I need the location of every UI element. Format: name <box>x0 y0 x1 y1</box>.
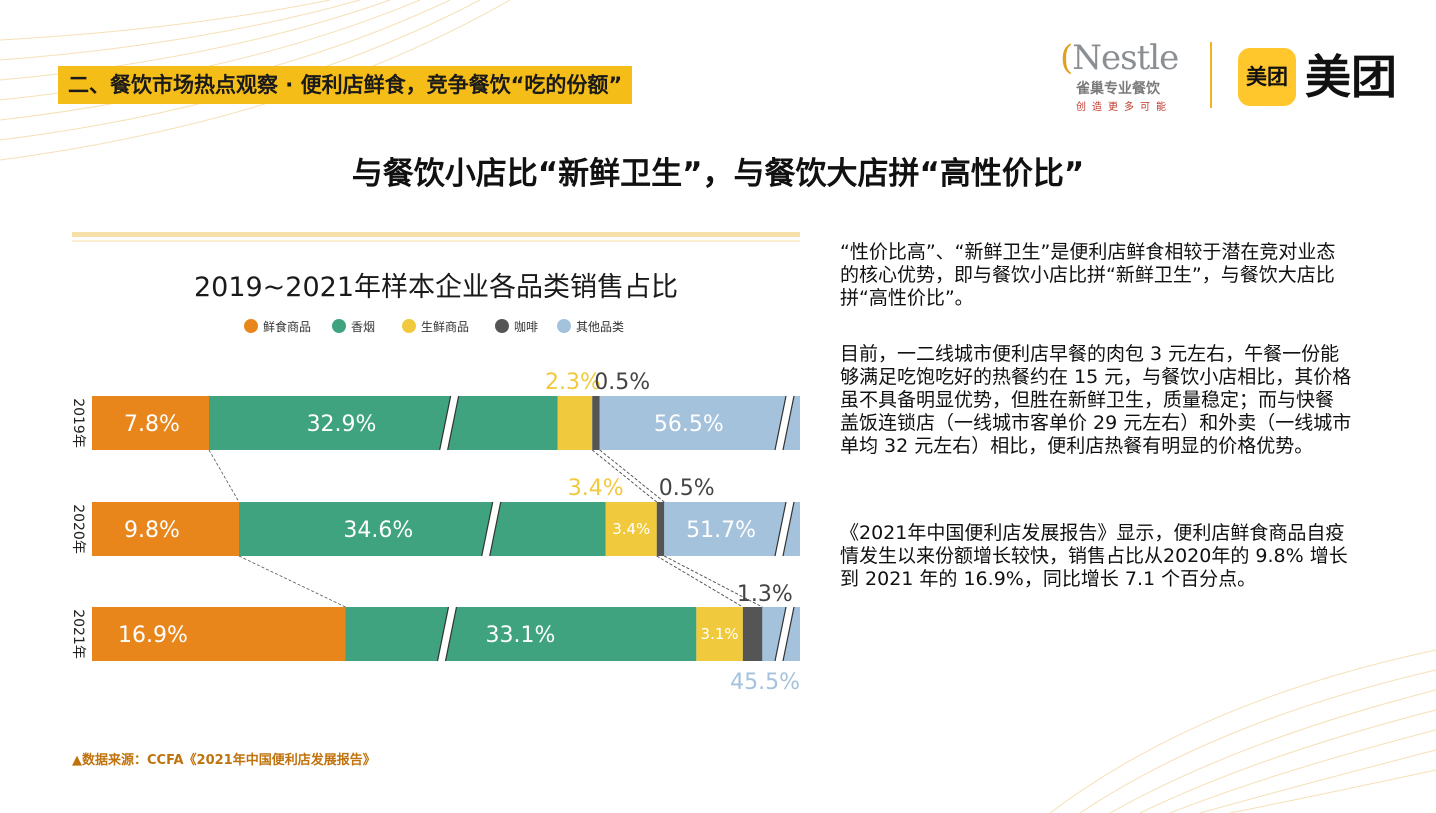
chart-legend: 鲜食商品 香烟 生鲜商品 咖啡 其他品类 <box>244 319 624 334</box>
chart-title: 2019~2021年样本企业各品类销售占比 <box>194 272 678 303</box>
bar-segment <box>742 607 763 661</box>
data-label-fresh-produce: 2.3% <box>545 370 601 395</box>
connector-line <box>656 555 744 608</box>
year-label: 2020年 <box>70 504 86 554</box>
bar-segment <box>92 607 346 661</box>
bar-segment <box>557 396 593 450</box>
connector-line <box>599 449 665 503</box>
axis-break-other <box>775 396 794 450</box>
chart-bars: 2019年 7.8% 32.9% 56.5%2.3%0.5%2020年 9.8% 34.6… <box>70 370 800 695</box>
data-label-fresh-food: 16.9% <box>118 623 188 648</box>
year-label: 2021年 <box>70 609 86 659</box>
logo-group: (Nestle 雀巢专业餐饮 创造更多可能 美团 美团 <box>1060 34 1397 114</box>
connector-line <box>664 555 763 608</box>
connector-line <box>208 449 240 503</box>
data-source-note: ▲数据来源：CCFA《2021年中国便利店发展报告》 <box>72 753 376 768</box>
axis-break-other-edge <box>782 606 795 662</box>
data-label-other: 45.5% <box>730 670 800 695</box>
body-paragraph-1: “性价比高”、“新鲜卫生”是便利店鲜食相较于潜在竞对业态的核心优势，即与餐饮小店… <box>840 241 1336 309</box>
axis-break-other-edge <box>782 501 795 557</box>
logo-divider <box>1210 42 1212 108</box>
bar-segment <box>592 396 600 450</box>
year-label: 2019年 <box>70 398 86 448</box>
legend-swatch <box>332 319 346 333</box>
bar-segment <box>345 607 697 661</box>
data-label-fresh-produce-above: 3.4% <box>568 476 624 501</box>
axis-break-tobacco <box>437 607 457 661</box>
data-label-tobacco: 34.6% <box>343 518 413 543</box>
axis-break-tobacco-edge <box>444 606 458 662</box>
nestle-subtitle: 雀巢专业餐饮 <box>1076 81 1160 97</box>
axis-break-tobacco-edge <box>481 501 494 557</box>
chart-top-rule <box>72 232 800 237</box>
axis-break-tobacco-edge <box>439 395 452 451</box>
axis-break-other-edge <box>774 395 787 451</box>
axis-break-other <box>775 607 794 661</box>
page-title: 与餐饮小店比“新鲜卫生”，与餐饮大店拼“高性价比” <box>351 156 1085 192</box>
meituan-logo-icon: 美团 <box>1238 48 1296 106</box>
data-label-coffee: 0.5% <box>594 370 650 395</box>
data-label-coffee: 0.5% <box>659 476 715 501</box>
bar-segment <box>92 396 209 450</box>
connector-line <box>591 449 658 503</box>
bar-segment <box>696 607 743 661</box>
data-label-fresh-produce: 3.4% <box>612 520 650 538</box>
axis-break-other-edge <box>774 606 787 662</box>
legend-label: 鲜食商品 <box>263 319 311 334</box>
legend-swatch <box>244 319 258 333</box>
bar-segment <box>92 502 239 556</box>
legend-label: 咖啡 <box>514 319 538 334</box>
data-label-tobacco: 33.1% <box>486 623 556 648</box>
legend-swatch <box>495 319 509 333</box>
legend-swatch <box>402 319 416 333</box>
bar-segment <box>599 396 800 450</box>
nestle-logo: (Nestle <box>1060 38 1179 78</box>
legend-swatch <box>557 319 571 333</box>
body-paragraph-3: 《2021年中国便利店发展报告》显示，便利店鲜食商品自疫情发生以来份额增长较快，… <box>840 522 1348 590</box>
connector-line <box>238 555 346 608</box>
data-label-coffee: 1.3% <box>737 582 793 607</box>
axis-break-other <box>775 502 794 556</box>
bar-segment <box>656 502 665 556</box>
bar-segment <box>239 502 606 556</box>
axis-break-tobacco-edge <box>436 606 450 662</box>
legend-label: 其他品类 <box>576 320 624 334</box>
axis-break-tobacco-edge <box>447 395 460 451</box>
axis-break-tobacco <box>481 502 501 556</box>
data-label-fresh-food: 7.8% <box>124 412 180 437</box>
bar-segment <box>605 502 657 556</box>
axis-break-tobacco-edge <box>489 501 502 557</box>
legend-label: 生鲜商品 <box>421 319 469 334</box>
data-label-fresh-produce: 3.1% <box>701 625 739 643</box>
bar-segment <box>209 396 558 450</box>
axis-break-other-edge <box>782 395 795 451</box>
axis-break-other-edge <box>774 501 787 557</box>
data-label-fresh-food: 9.8% <box>124 518 180 543</box>
meituan-wordmark: 美团 <box>1305 50 1397 104</box>
data-label-other: 56.5% <box>654 412 724 437</box>
body-paragraph-2: 目前，一二线城市便利店早餐的肉包 3 元左右，午餐一份能够满足吃饱吃好的热餐约在… <box>840 343 1352 457</box>
data-label-tobacco: 32.9% <box>307 412 377 437</box>
section-tag: 二、餐饮市场热点观察 · 便利店鲜食，竞争餐饮“吃的份额” <box>58 66 633 104</box>
legend-label: 香烟 <box>351 320 375 334</box>
nestle-tagline: 创造更多可能 <box>1076 102 1172 113</box>
data-label-other: 51.7% <box>686 518 756 543</box>
axis-break-tobacco <box>439 396 459 450</box>
chart-top-rule-thin <box>72 240 800 242</box>
